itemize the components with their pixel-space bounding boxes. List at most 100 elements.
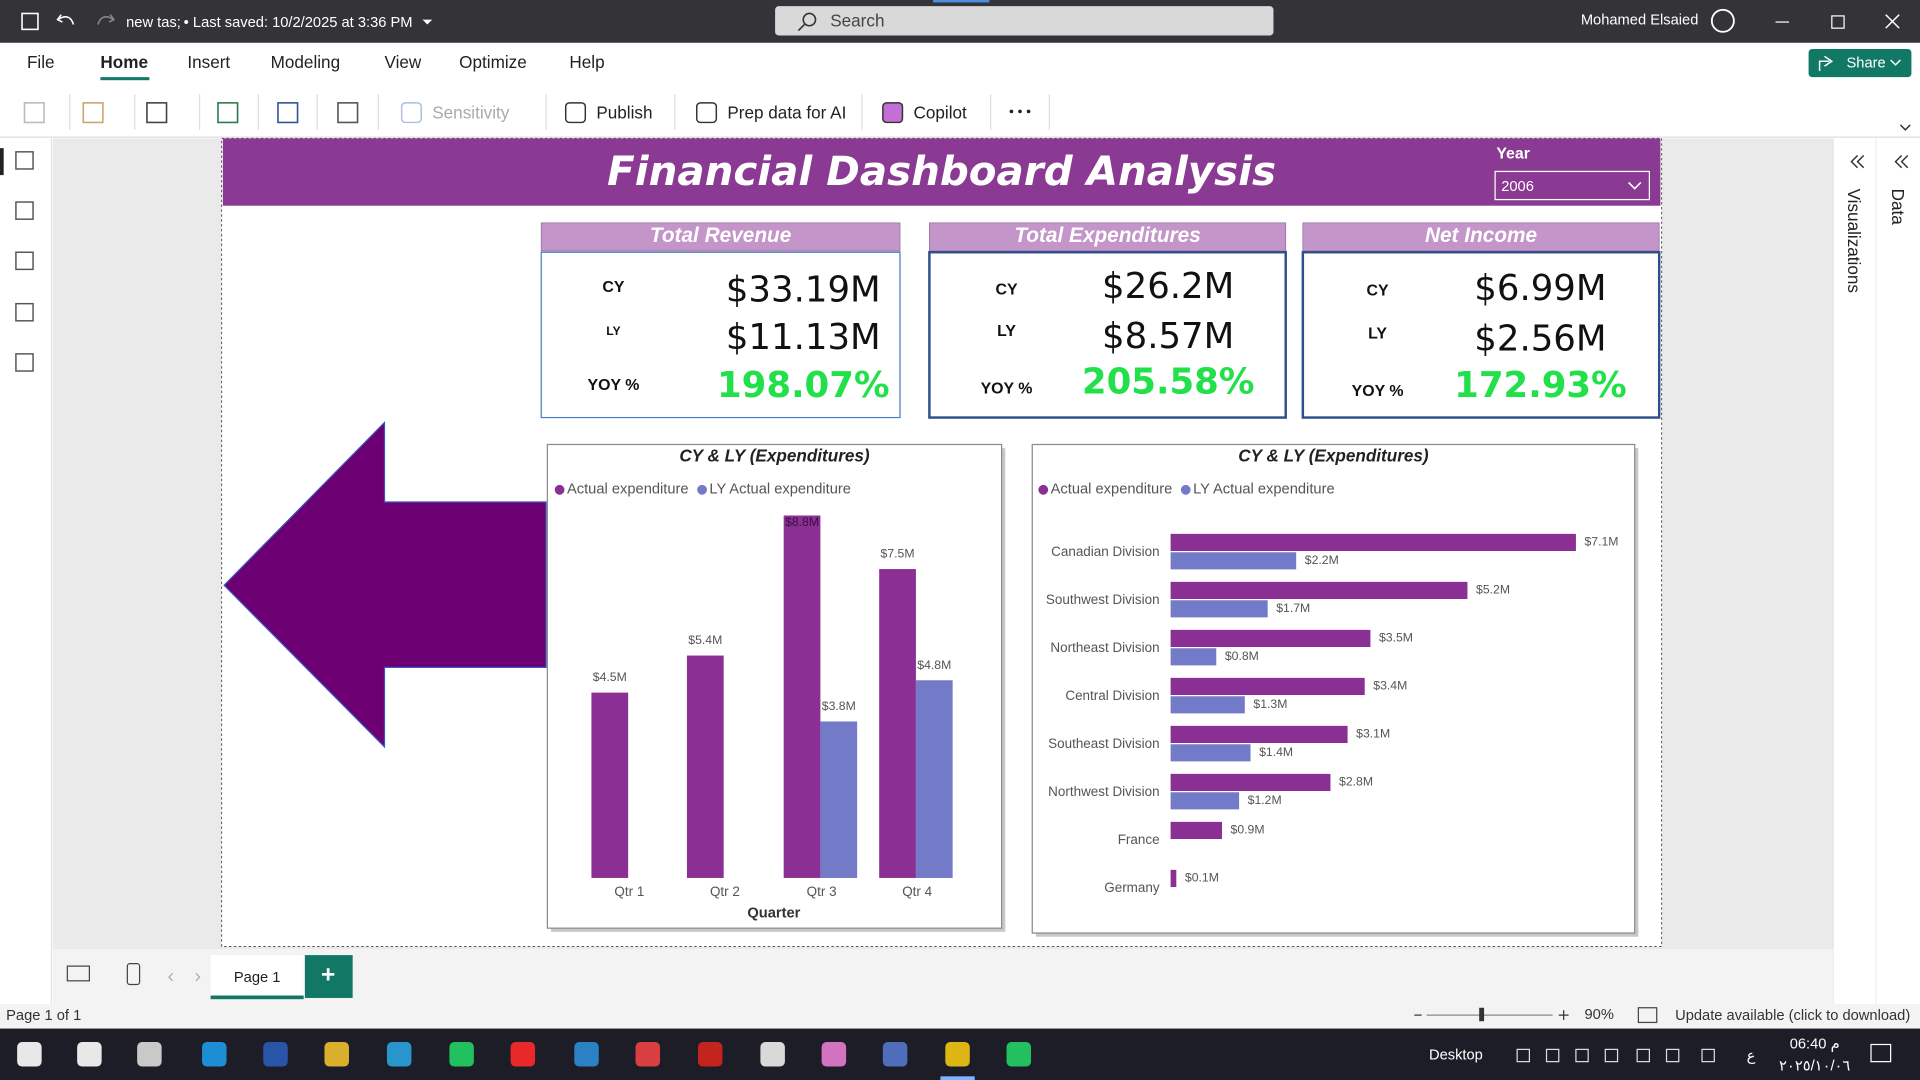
taskbar-app[interactable] — [883, 1042, 907, 1066]
menu-item[interactable]: Help — [569, 52, 604, 72]
kpi-value: $11.13M — [726, 317, 881, 358]
taskbar-app[interactable] — [822, 1042, 846, 1066]
legend-marker — [555, 485, 565, 495]
taskbar-app[interactable] — [1007, 1042, 1031, 1066]
taskbar-app[interactable] — [77, 1042, 101, 1066]
taskbar-app[interactable] — [17, 1042, 41, 1066]
add-page-label: + — [321, 961, 335, 988]
taskbar-app[interactable] — [511, 1042, 535, 1066]
data-label: $2.8M — [1339, 775, 1373, 789]
taskbar-app[interactable] — [945, 1042, 969, 1066]
menu-item[interactable]: Insert — [187, 52, 230, 72]
kpi-title: Net Income — [1425, 224, 1537, 247]
y-tick-label: Canadian Division — [1051, 544, 1159, 559]
data-label: $0.9M — [1231, 823, 1265, 837]
kpi-row-label: YOY % — [981, 381, 1033, 398]
taskbar-app[interactable] — [574, 1042, 598, 1066]
menu-item[interactable]: Optimize — [459, 52, 527, 72]
data-label: $7.5M — [881, 547, 915, 561]
bar — [1171, 822, 1222, 839]
pane-title[interactable]: Data — [1888, 189, 1908, 226]
taskbar-language[interactable]: ع — [1747, 1049, 1756, 1065]
pane-title[interactable]: Visualizations — [1844, 189, 1864, 293]
taskbar-app[interactable] — [202, 1042, 226, 1066]
y-tick-label: Northeast Division — [1050, 640, 1159, 655]
x-axis-title: Quarter — [747, 905, 800, 921]
kpi-row-label: LY — [997, 323, 1016, 340]
y-tick-label: Germany — [1104, 880, 1160, 895]
taskbar-date[interactable]: ٢٠٢٥/١٠/٠٦ — [1779, 1058, 1850, 1074]
bar — [879, 569, 916, 878]
menu-item[interactable]: View — [384, 52, 421, 72]
y-tick-label: Southwest Division — [1046, 592, 1160, 607]
y-tick-label: France — [1118, 832, 1160, 847]
chart-title: CY & LY (Expenditures) — [1238, 445, 1429, 465]
taskbar-app[interactable] — [324, 1042, 348, 1066]
more-dot[interactable] — [1018, 110, 1022, 114]
kpi-value: $6.99M — [1474, 268, 1606, 309]
y-tick-label: Central Division — [1065, 688, 1159, 703]
toolbar-item[interactable]: Copilot — [913, 102, 967, 122]
legend-marker — [1038, 485, 1048, 495]
page-tab-underline — [211, 996, 304, 1000]
kpi-title: Total Expenditures — [1014, 224, 1200, 247]
data-label: $3.4M — [1373, 679, 1407, 693]
data-label: $1.2M — [1248, 793, 1282, 807]
x-tick-label: Qtr 2 — [710, 884, 740, 899]
taskbar-app[interactable] — [263, 1042, 287, 1066]
data-label: $7.1M — [1584, 535, 1618, 549]
taskbar-app[interactable] — [137, 1042, 161, 1066]
kpi-row-label: CY — [602, 279, 624, 296]
user-name: Mohamed Elsaied — [1581, 13, 1699, 29]
more-dot[interactable] — [1010, 110, 1014, 114]
last-saved: • Last saved: 10/2/2025 at 3:36 PM — [184, 15, 413, 31]
menu-active-underline — [100, 77, 149, 80]
taskbar-app[interactable] — [698, 1042, 722, 1066]
kpi-value: 198.07% — [717, 365, 890, 406]
data-label: $5.2M — [1476, 583, 1510, 597]
legend-label[interactable]: Actual expenditure — [1051, 482, 1173, 498]
toolbar-item[interactable]: Sensitivity — [432, 102, 510, 122]
taskbar-time[interactable]: 06:40 م — [1790, 1036, 1840, 1052]
y-tick-label: Southeast Division — [1048, 736, 1159, 751]
data-label: $4.8M — [917, 658, 951, 672]
legend-label[interactable]: LY Actual expenditure — [709, 482, 851, 498]
data-label: $5.4M — [688, 633, 722, 647]
toolbar-item[interactable]: Publish — [596, 102, 652, 122]
y-tick-label: Northwest Division — [1048, 784, 1159, 799]
more-dot[interactable] — [1027, 110, 1031, 114]
bar — [1171, 792, 1240, 809]
legend-label[interactable]: Actual expenditure — [567, 482, 689, 498]
taskbar-desktop[interactable]: Desktop — [1429, 1047, 1483, 1063]
bar — [784, 516, 821, 878]
taskbar-app[interactable] — [636, 1042, 660, 1066]
menu-item[interactable]: Modeling — [271, 52, 341, 72]
zoom-thumb[interactable] — [1479, 1008, 1484, 1021]
legend-label[interactable]: LY Actual expenditure — [1193, 482, 1335, 498]
file-name: new tas; — [126, 15, 181, 31]
search-accent — [933, 0, 989, 2]
menu-item[interactable]: Home — [100, 52, 148, 72]
bar — [1171, 696, 1245, 713]
taskbar-app[interactable] — [760, 1042, 784, 1066]
zoom-level: 90% — [1584, 1007, 1613, 1023]
toolbar-item-icon — [883, 103, 903, 123]
update-notice[interactable]: Update available (click to download) — [1675, 1008, 1910, 1024]
page-tab-label[interactable]: Page 1 — [234, 970, 281, 986]
bar — [1171, 726, 1348, 743]
menu-item[interactable]: File — [27, 52, 55, 72]
data-label: $8.8M — [785, 515, 819, 529]
bar — [1171, 534, 1576, 551]
taskbar-app[interactable] — [387, 1042, 411, 1066]
kpi-title: Total Revenue — [650, 224, 791, 247]
rail-active — [0, 148, 4, 175]
taskbar-app[interactable] — [449, 1042, 473, 1066]
toolbar-item[interactable]: Prep data for AI — [727, 102, 846, 122]
data-label: $2.2M — [1305, 553, 1339, 567]
bar — [1171, 774, 1331, 791]
taskbar-active — [940, 1076, 974, 1080]
bar — [1171, 870, 1177, 887]
data-label: $3.5M — [1379, 631, 1413, 645]
kpi-row-label: LY — [606, 324, 621, 338]
